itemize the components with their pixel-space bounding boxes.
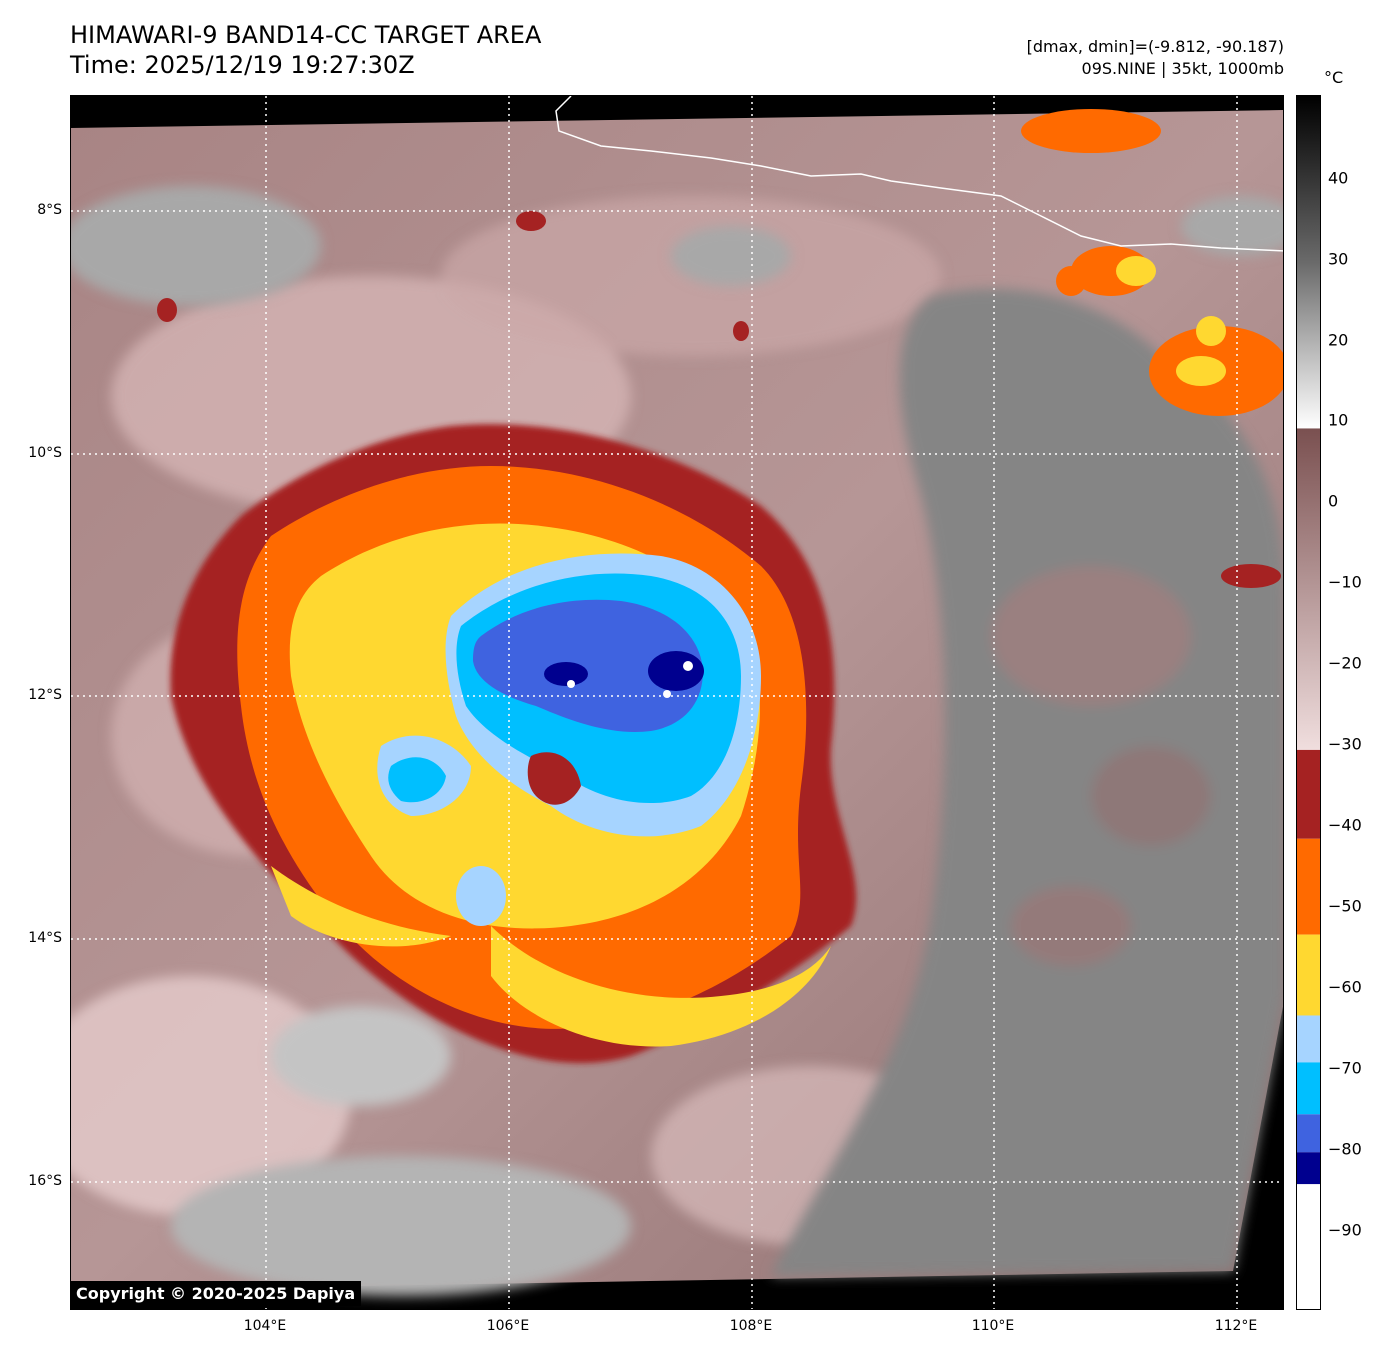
coastline [555,96,1283,252]
colorbar-tick-neg60: −60 [1328,977,1362,997]
copyright-label: Copyright © 2020-2025 Dapiya [70,1281,362,1306]
lat-label-8s: 8°S [37,202,62,218]
colorbar-white [1297,1184,1320,1309]
colorbar-tick-neg50: −50 [1328,896,1362,916]
lat-label-10s: 10°S [28,445,62,461]
gridlines [71,96,1283,1309]
lon-label-110e: 110°E [971,1318,1015,1334]
colorbar-royal-blue [1297,1114,1320,1153]
title-line-2: Time: 2025/12/19 19:27:30Z [70,51,415,79]
lon-label-104e: 104°E [243,1318,287,1334]
colorbar-dark-red [1297,749,1320,839]
dmax-dmin-text: [dmax, dmin]=(-9.812, -90.187) [1026,37,1284,56]
colorbar-unit: °C [1324,68,1344,87]
storm-info-block: [dmax, dmin]=(-9.812, -90.187) 09S.NINE … [1027,36,1284,80]
colorbar-tick-20: 20 [1328,330,1349,350]
colorbar-cyan [1297,1062,1320,1115]
chart-title: HIMAWARI-9 BAND14-CC TARGET AREA Time: 2… [70,20,541,80]
colorbar-tick-neg30: −30 [1328,734,1362,754]
satellite-map[interactable] [70,95,1284,1310]
lat-label-16s: 16°S [28,1173,62,1189]
lat-label-14s: 14°S [28,930,62,946]
storm-info-text: 09S.NINE | 35kt, 1000mb [1081,59,1284,78]
colorbar-tick-40: 40 [1328,168,1349,188]
lon-label-108e: 108°E [729,1318,773,1334]
colorbar-tick-30: 30 [1328,249,1349,269]
colorbar-tick-neg80: −80 [1328,1139,1362,1159]
lat-label-12s: 12°S [28,687,62,703]
colorbar-gray-ramp [1297,96,1320,429]
colorbar-light-blue [1297,1015,1320,1063]
colorbar-navy [1297,1152,1320,1185]
colorbar-brown-ramp [1297,428,1320,750]
colorbar-tick-10: 10 [1328,410,1349,430]
colorbar-tick-neg90: −90 [1328,1220,1362,1240]
colorbar-tick-neg70: −70 [1328,1058,1362,1078]
satellite-image [71,96,1283,1309]
colorbar-tick-0: 0 [1328,491,1339,511]
gray-cloud-regions [71,186,1283,1296]
colorbar-yellow [1297,934,1320,1016]
lon-label-112e: 112°E [1214,1318,1258,1334]
storm-cloud-shield [170,424,857,1064]
title-line-1: HIMAWARI-9 BAND14-CC TARGET AREA [70,21,542,49]
lon-label-106e: 106°E [486,1318,530,1334]
northeast-convection [157,109,1283,588]
colorbar [1296,95,1321,1310]
colorbar-tick-neg40: −40 [1328,815,1362,835]
colorbar-tick-neg10: −10 [1328,572,1362,592]
colorbar-tick-neg20: −20 [1328,653,1362,673]
colorbar-orange [1297,838,1320,935]
